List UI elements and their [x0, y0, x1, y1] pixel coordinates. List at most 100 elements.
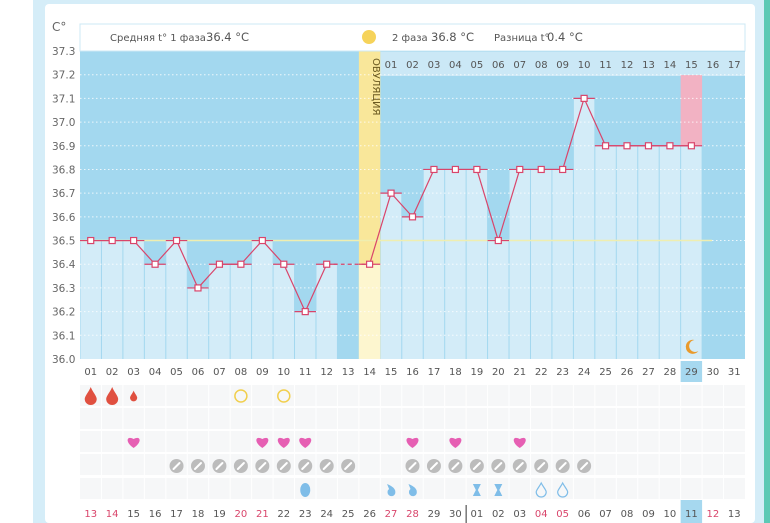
- temperature-point[interactable]: [494, 236, 502, 245]
- calendar-date[interactable]: 07: [599, 509, 612, 520]
- temperature-point[interactable]: [537, 165, 545, 174]
- cycle-day-label[interactable]: 24: [578, 367, 591, 378]
- cycle-day-label[interactable]: 17: [428, 367, 441, 378]
- temperature-line: [261, 240, 285, 265]
- temperature-point[interactable]: [130, 236, 138, 245]
- temperature-point[interactable]: [687, 142, 695, 150]
- temperature-point[interactable]: [301, 308, 309, 316]
- temperature-line: [304, 263, 328, 312]
- cycle-day-label[interactable]: 08: [235, 367, 248, 378]
- cycle-day-label[interactable]: 21: [513, 367, 526, 378]
- calendar-date[interactable]: 23: [299, 509, 312, 520]
- cycle-day-label[interactable]: 30: [706, 367, 719, 378]
- temperature-point[interactable]: [430, 165, 438, 174]
- calendar-date[interactable]: 04: [535, 509, 548, 520]
- temperature-point[interactable]: [644, 142, 653, 150]
- temperature-point[interactable]: [215, 260, 224, 268]
- temperature-point[interactable]: [194, 284, 202, 292]
- calendar-date[interactable]: 18: [192, 509, 205, 520]
- cycle-day-label[interactable]: 05: [170, 367, 183, 378]
- temperature-point[interactable]: [87, 236, 95, 245]
- cycle-day-label[interactable]: 06: [192, 367, 205, 378]
- temperature-point[interactable]: [387, 189, 395, 197]
- cycle-day-label[interactable]: 09: [256, 367, 269, 378]
- cycle-day-label[interactable]: 22: [535, 367, 548, 378]
- phase1-label: Средняя t° 1 фаза: [110, 33, 206, 44]
- cycle-day-label[interactable]: 04: [149, 367, 162, 378]
- calendar-date[interactable]: 11: [685, 509, 698, 520]
- calendar-date[interactable]: 01: [470, 509, 483, 520]
- calendar-date[interactable]: 28: [406, 509, 419, 520]
- ovulation-sun-icon: [362, 30, 376, 44]
- cycle-day-label[interactable]: 20: [492, 367, 505, 378]
- calendar-date[interactable]: 09: [642, 509, 655, 520]
- temperature-point[interactable]: [666, 142, 674, 150]
- cycle-day-label[interactable]: 28: [664, 367, 677, 378]
- calendar-date[interactable]: 05: [556, 509, 569, 520]
- side-scrollbar[interactable]: [764, 0, 770, 523]
- temperature-point[interactable]: [365, 260, 374, 268]
- cycle-day-label[interactable]: 23: [556, 367, 569, 378]
- symbol-row: [80, 408, 745, 429]
- unit-label: C°: [52, 20, 66, 34]
- cycle-day-label[interactable]: 25: [599, 367, 612, 378]
- temperature-point[interactable]: [108, 236, 116, 245]
- calendar-date[interactable]: 25: [342, 509, 355, 520]
- cycle-day-label[interactable]: 15: [385, 367, 398, 378]
- cycle-day-label[interactable]: 10: [277, 367, 290, 378]
- calendar-date[interactable]: 19: [213, 509, 226, 520]
- temperature-point[interactable]: [151, 260, 159, 268]
- cycle-day-label[interactable]: 12: [320, 367, 333, 378]
- cycle-day-label[interactable]: 07: [213, 367, 226, 378]
- calendar-date[interactable]: 14: [106, 509, 119, 520]
- temperature-point[interactable]: [623, 142, 631, 150]
- cycle-day-label[interactable]: 11: [299, 367, 312, 378]
- cycle-day-label[interactable]: 31: [728, 367, 741, 378]
- cycle-day-label[interactable]: 27: [642, 367, 655, 378]
- y-tick-label: 36.7: [52, 188, 75, 200]
- cycle-day-label[interactable]: 16: [406, 367, 419, 378]
- temperature-point[interactable]: [237, 260, 245, 268]
- calendar-date[interactable]: 26: [363, 509, 376, 520]
- temperature-point[interactable]: [601, 142, 610, 150]
- calendar-date[interactable]: 27: [385, 509, 398, 520]
- calendar-date[interactable]: 13: [728, 509, 741, 520]
- temperature-point[interactable]: [516, 165, 524, 174]
- cycle-day-label[interactable]: 13: [342, 367, 355, 378]
- temperature-point[interactable]: [451, 165, 460, 174]
- calendar-date[interactable]: 30: [449, 509, 462, 520]
- temperature-point[interactable]: [559, 165, 567, 174]
- cycle-day-label[interactable]: 14: [363, 367, 376, 378]
- calendar-date[interactable]: 03: [513, 509, 526, 520]
- cycle-day-label[interactable]: 03: [127, 367, 140, 378]
- temperature-point[interactable]: [580, 94, 588, 102]
- cycle-day-label[interactable]: 01: [84, 367, 97, 378]
- blood-drop-icon: [130, 390, 138, 402]
- temperature-point[interactable]: [172, 236, 181, 245]
- calendar-date[interactable]: 24: [320, 509, 333, 520]
- calendar-date[interactable]: 06: [578, 509, 591, 520]
- blood-drop-icon: [106, 387, 119, 405]
- calendar-date[interactable]: 02: [492, 509, 505, 520]
- calendar-date[interactable]: 17: [170, 509, 183, 520]
- temperature-point[interactable]: [323, 260, 331, 268]
- temperature-point[interactable]: [280, 260, 288, 268]
- calendar-date[interactable]: 12: [706, 509, 719, 520]
- calendar-date[interactable]: 20: [235, 509, 248, 520]
- temperature-point[interactable]: [473, 165, 481, 174]
- calendar-date[interactable]: 13: [84, 509, 97, 520]
- temperature-point[interactable]: [408, 213, 417, 221]
- cycle-day-label[interactable]: 02: [106, 367, 119, 378]
- calendar-date[interactable]: 15: [127, 509, 140, 520]
- cycle-day-label[interactable]: 29: [685, 367, 698, 378]
- cycle-day-label[interactable]: 18: [449, 367, 462, 378]
- cycle-day-label[interactable]: 19: [470, 367, 483, 378]
- calendar-date[interactable]: 10: [664, 509, 677, 520]
- calendar-date[interactable]: 29: [428, 509, 441, 520]
- calendar-date[interactable]: 16: [149, 509, 162, 520]
- cycle-day-label[interactable]: 26: [621, 367, 634, 378]
- calendar-date[interactable]: 08: [621, 509, 634, 520]
- calendar-date[interactable]: 22: [277, 509, 290, 520]
- calendar-date[interactable]: 21: [256, 509, 269, 520]
- temperature-point[interactable]: [258, 236, 266, 245]
